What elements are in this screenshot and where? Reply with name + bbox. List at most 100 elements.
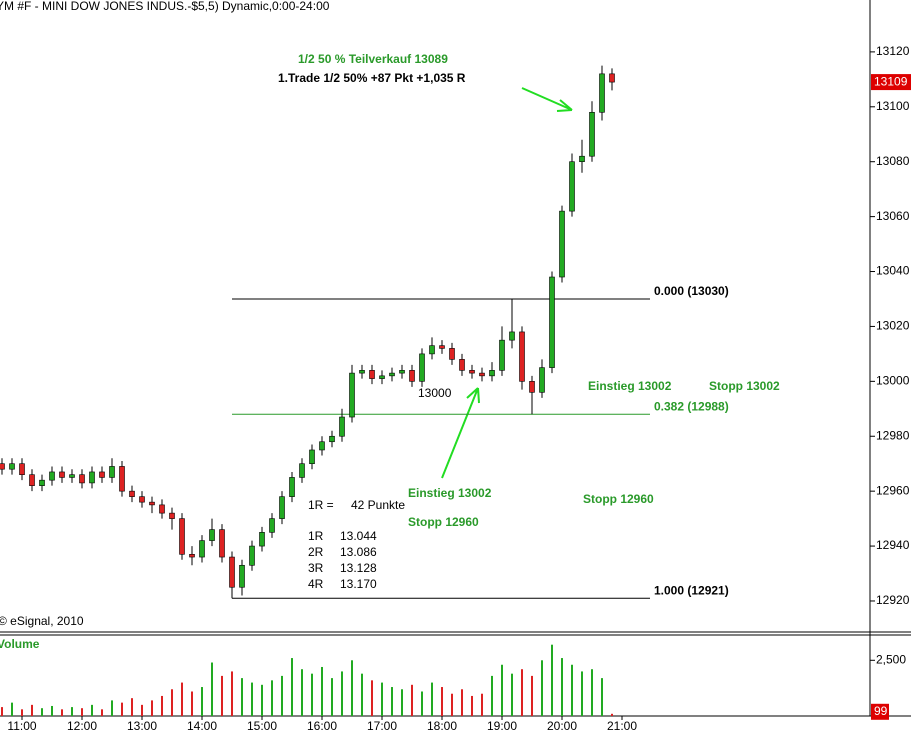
candle-body bbox=[189, 554, 195, 558]
candle-body bbox=[179, 518, 185, 555]
candle-body bbox=[49, 471, 55, 481]
annotation: Stopp 12960 bbox=[408, 515, 479, 529]
annotation: 2R bbox=[308, 545, 324, 559]
candle-body bbox=[439, 345, 445, 349]
candle-body bbox=[209, 529, 215, 541]
candle-body bbox=[69, 474, 75, 478]
candle-body bbox=[549, 276, 555, 368]
x-tick-label: 15:00 bbox=[247, 719, 277, 733]
candle-body bbox=[419, 353, 425, 382]
candle-body bbox=[89, 471, 95, 484]
candle-body bbox=[259, 532, 265, 547]
candle-body bbox=[239, 564, 245, 588]
y-tick-label: 2,500 bbox=[876, 652, 906, 666]
candle-body bbox=[269, 518, 275, 533]
annotation: 1.Trade 1/2 50% +87 Pkt +1,035 R bbox=[278, 71, 466, 85]
y-tick-label: 13120 bbox=[876, 44, 910, 58]
candle-body bbox=[9, 463, 15, 470]
candle-body bbox=[599, 73, 605, 113]
candle-body bbox=[59, 471, 65, 478]
annotation: © eSignal, 2010 bbox=[0, 614, 84, 628]
y-tick-label: 13100 bbox=[876, 99, 910, 113]
annotation: 3R bbox=[308, 561, 324, 575]
candle-body bbox=[469, 370, 475, 374]
annotation: Einstieg 13002 bbox=[588, 379, 672, 393]
x-tick-label: 11:00 bbox=[7, 719, 36, 733]
y-tick-label: 13000 bbox=[876, 374, 910, 388]
annotation: 13.128 bbox=[340, 561, 377, 575]
candle-body bbox=[29, 474, 35, 486]
candle-body bbox=[429, 345, 435, 355]
candle-body bbox=[509, 331, 515, 341]
candle-body bbox=[139, 496, 145, 503]
y-tick-label: 13020 bbox=[876, 319, 910, 333]
candle-body bbox=[249, 545, 255, 566]
fib-label: 0.382 (12988) bbox=[654, 399, 729, 413]
last-volume-box bbox=[871, 703, 889, 720]
candle-body bbox=[0, 463, 5, 470]
candle-body bbox=[119, 466, 125, 492]
annotation: 1R = bbox=[308, 498, 334, 512]
candle-body bbox=[109, 466, 115, 478]
candle-body bbox=[399, 370, 405, 374]
candle-body bbox=[309, 449, 315, 465]
candle-body bbox=[479, 372, 485, 377]
candle-body bbox=[499, 339, 505, 371]
candle-body bbox=[339, 416, 345, 437]
candle-body bbox=[289, 477, 295, 497]
candle-body bbox=[149, 501, 155, 506]
annotation: 42 Punkte bbox=[351, 498, 405, 512]
x-tick-label: 14:00 bbox=[187, 719, 217, 733]
x-tick-label: 16:00 bbox=[307, 719, 337, 733]
candle-body bbox=[609, 73, 615, 83]
candle-body bbox=[569, 161, 575, 212]
annotation: Stopp 12960 bbox=[583, 492, 654, 506]
annotation: 13.044 bbox=[340, 529, 377, 543]
x-tick-label: 12:00 bbox=[67, 719, 97, 733]
candle-body bbox=[349, 372, 355, 418]
candle-body bbox=[229, 556, 235, 588]
candle-body bbox=[409, 370, 415, 382]
candle-body bbox=[519, 331, 525, 382]
candle-body bbox=[369, 370, 375, 379]
y-tick-label: 12940 bbox=[876, 538, 910, 552]
candle-body bbox=[559, 210, 565, 278]
candle-body bbox=[39, 479, 45, 486]
candle-body bbox=[199, 540, 205, 558]
annotation: 13.170 bbox=[340, 577, 377, 591]
candle-body bbox=[489, 370, 495, 377]
candle-body bbox=[459, 359, 465, 371]
candle-body bbox=[319, 441, 325, 451]
candle-body bbox=[129, 490, 135, 497]
candle-body bbox=[159, 504, 165, 514]
annotation: 4R bbox=[308, 577, 324, 591]
x-tick-label: 13:00 bbox=[127, 719, 157, 733]
y-tick-label: 12920 bbox=[876, 593, 910, 607]
candle-body bbox=[169, 512, 175, 519]
candle-body bbox=[299, 463, 305, 478]
candle-body bbox=[19, 463, 25, 475]
candle-body bbox=[359, 370, 365, 374]
chart-title: YM #F - MINI DOW JONES INDUS.-$5,5) Dyna… bbox=[0, 0, 330, 13]
y-tick-label: 13060 bbox=[876, 209, 910, 223]
annotation: 1/2 50 % Teilverkauf 13089 bbox=[298, 52, 448, 66]
x-tick-label: 19:00 bbox=[487, 719, 517, 733]
y-tick-label: 13080 bbox=[876, 154, 910, 168]
candle-body bbox=[379, 375, 385, 379]
arrow bbox=[441, 387, 480, 479]
x-tick-label: 18:00 bbox=[427, 719, 457, 733]
y-tick-label: 12960 bbox=[876, 483, 910, 497]
candle-body bbox=[449, 348, 455, 360]
fib-label: 1.000 (12921) bbox=[654, 583, 729, 597]
candle-body bbox=[79, 474, 85, 484]
annotation: 1R bbox=[308, 529, 324, 543]
candle-body bbox=[279, 496, 285, 519]
y-tick-label: 13040 bbox=[876, 264, 910, 278]
x-tick-label: 20:00 bbox=[547, 719, 577, 733]
candle-body bbox=[389, 372, 395, 377]
candle-body bbox=[529, 381, 535, 393]
candle-body bbox=[539, 367, 545, 393]
arrows bbox=[441, 87, 573, 479]
arrow bbox=[521, 87, 573, 112]
